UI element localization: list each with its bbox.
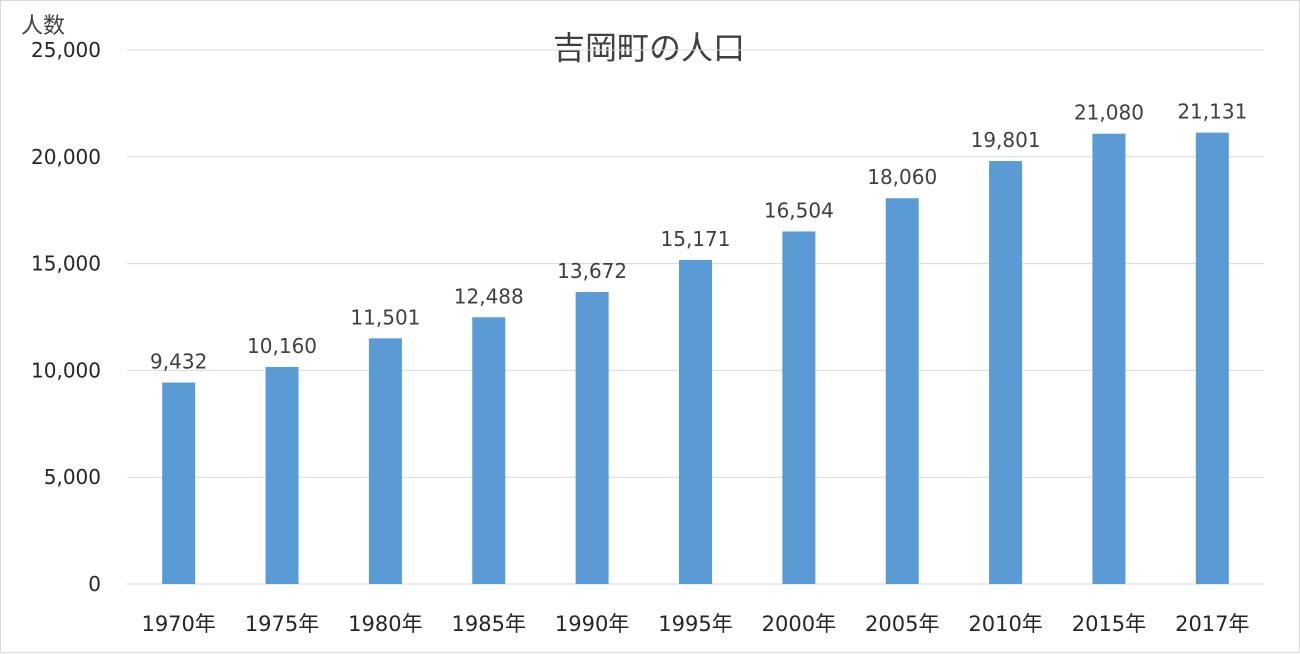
- bar: [782, 231, 816, 585]
- y-tick-label: 25,000: [31, 38, 101, 62]
- bar: [679, 259, 712, 584]
- data-label: 19,801: [971, 128, 1041, 152]
- y-tick-label: 5,000: [44, 465, 101, 489]
- x-axis-ticks: 1970年 1975年 1980年 1985年 1990年 1995年 2000年 2005年…: [141, 612, 1249, 636]
- bar: [885, 198, 919, 584]
- data-label: 9,432: [150, 350, 207, 374]
- data-label: 18,060: [867, 165, 937, 189]
- bars: [162, 132, 1229, 585]
- x-tick-label: 2015年: [1072, 612, 1146, 636]
- x-tick-label: 1985年: [452, 612, 526, 636]
- x-tick-label: 1970年: [141, 612, 215, 636]
- y-tick-label: 15,000: [31, 252, 101, 276]
- y-axis-ticks: 0 5,000 10,000 15,000 20,000 25,000: [31, 38, 101, 596]
- bar: [472, 317, 506, 584]
- x-tick-label: 1980年: [348, 612, 422, 636]
- y-axis-label: 人数: [21, 14, 65, 39]
- data-label: 16,504: [764, 198, 834, 222]
- data-label: 10,160: [247, 334, 317, 358]
- x-tick-label: 2000年: [762, 612, 836, 636]
- x-tick-label: 2010年: [968, 612, 1042, 636]
- y-tick-label: 20,000: [31, 145, 101, 169]
- data-label: 11,501: [350, 305, 420, 329]
- chart-title: 吉岡町の人口: [553, 29, 745, 67]
- x-tick-label: 2017年: [1175, 612, 1249, 636]
- x-tick-label: 1990年: [555, 612, 629, 636]
- data-label: 21,131: [1177, 100, 1247, 124]
- bar: [989, 161, 1023, 584]
- data-label: 13,672: [557, 259, 627, 283]
- x-tick-label: 1975年: [245, 612, 319, 636]
- bar: [1092, 133, 1126, 584]
- data-label: 12,488: [454, 284, 524, 308]
- x-tick-label: 1995年: [658, 612, 732, 636]
- x-tick-label: 2005年: [865, 612, 939, 636]
- bar: [575, 291, 609, 584]
- data-label: 21,080: [1074, 101, 1144, 125]
- data-label: 15,171: [661, 227, 731, 251]
- bar: [1195, 132, 1229, 584]
- bar: [368, 338, 402, 584]
- bar: [162, 382, 196, 584]
- bar: [265, 366, 299, 584]
- data-labels: 9,432 10,160 11,501 12,488 13,672 15,171 16,50…: [150, 100, 1247, 374]
- y-tick-label: 10,000: [31, 358, 101, 382]
- y-tick-label: 0: [88, 572, 101, 596]
